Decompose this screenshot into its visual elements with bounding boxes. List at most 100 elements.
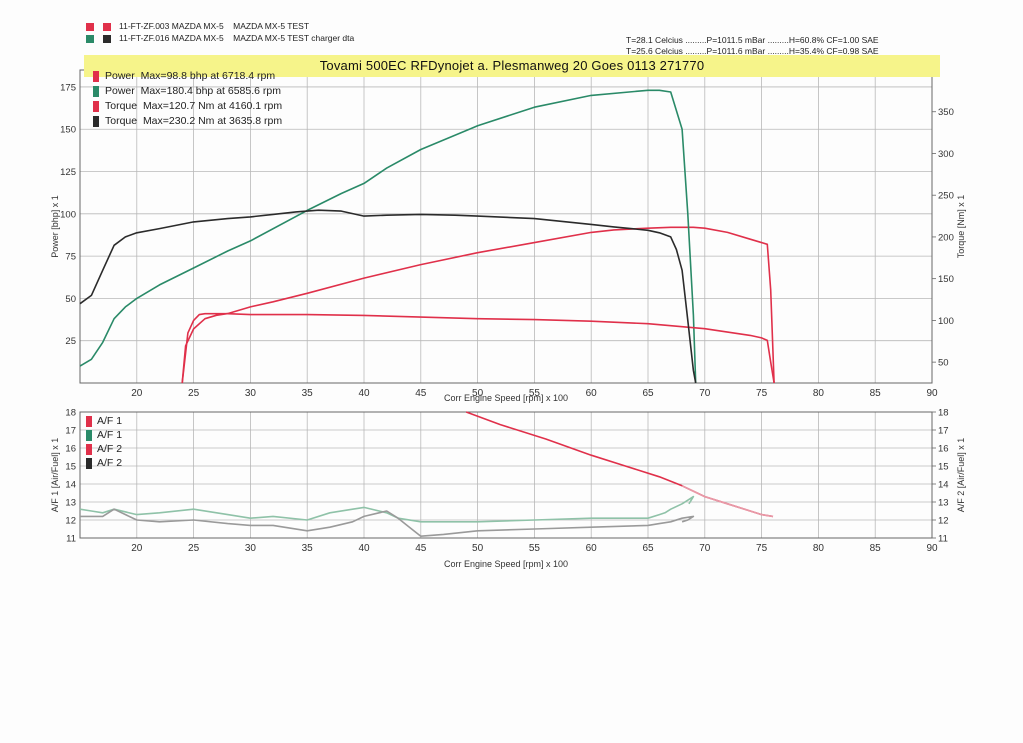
legend-af2-a: A/F 2 <box>97 443 123 455</box>
legend-swatch-torque-1 <box>93 101 99 112</box>
bottom-xtick-label-7: 55 <box>529 543 541 554</box>
top-y2tick-label-5: 300 <box>938 149 954 160</box>
top-y2tick-label-4: 250 <box>938 191 954 202</box>
bottom-xtick-label-11: 75 <box>756 543 768 554</box>
top-y2-axis-label: Torque [Nm] x 1 <box>956 195 966 259</box>
bottom-y2tick-label-1: 12 <box>938 516 949 527</box>
top-ytick-label-3: 100 <box>60 209 76 220</box>
bottom-y2tick-label-6: 17 <box>938 426 949 437</box>
legend-swatch-af1-a <box>86 416 92 427</box>
bottom-ytick-label-5: 16 <box>65 444 76 455</box>
bottom-plot-frame <box>79 411 933 539</box>
top-series-line-2 <box>181 312 775 384</box>
top-xtick-label-2: 30 <box>245 388 257 399</box>
run2-swatch-b <box>103 35 111 43</box>
top-xtick-label-5: 45 <box>415 388 427 399</box>
top-y2tick-label-6: 350 <box>938 107 954 118</box>
bottom-y2tick-label-4: 15 <box>938 462 949 473</box>
top-xtick-label-11: 75 <box>756 388 768 399</box>
bottom-xtick-label-4: 40 <box>358 543 370 554</box>
legend-power-2: Power Max=180.4 bhp at 6585.6 rpm <box>105 85 281 97</box>
bottom-xtick-label-6: 50 <box>472 543 484 554</box>
bottom-series-line-2 <box>681 485 774 518</box>
top-xtick-label-12: 80 <box>813 388 825 399</box>
shop-banner: Tovami 500EC RFDynojet a. Plesmanweg 20 … <box>84 55 940 77</box>
top-x-axis-label: Corr Engine Speed [rpm] x 100 <box>444 393 568 403</box>
bottom-ytick-label-0: 11 <box>66 534 76 545</box>
top-xtick-label-6: 50 <box>472 388 484 399</box>
legend-af1-b: A/F 1 <box>97 429 123 441</box>
legend-swatch-power-2 <box>93 86 99 97</box>
bottom-x-axis-label: Corr Engine Speed [rpm] x 100 <box>444 559 568 569</box>
bottom-ytick-label-7: 18 <box>65 408 76 419</box>
top-ytick-label-1: 50 <box>65 294 76 305</box>
top-xtick-label-4: 40 <box>358 388 370 399</box>
bottom-y-axis-label: A/F 1 [Air/Fuel] x 1 <box>50 438 60 513</box>
legend-swatch-torque-2 <box>93 116 99 127</box>
top-y2tick-label-3: 200 <box>938 232 954 243</box>
top-y-axis-label: Power [bhp] x 1 <box>50 195 60 258</box>
top-xtick-label-14: 90 <box>926 388 938 399</box>
top-xtick-label-3: 35 <box>302 388 314 399</box>
bottom-series-line-0 <box>465 411 774 518</box>
bottom-y2tick-label-2: 13 <box>938 498 949 509</box>
legend-torque-2: Torque Max=230.2 Nm at 3635.8 rpm <box>105 115 283 127</box>
legend-power-1: Power Max=98.8 bhp at 6718.4 rpm <box>105 70 276 82</box>
legend-swatch-af2-a <box>86 444 92 455</box>
run1-label: 11-FT-ZF.003 MAZDA MX-5 MAZDA MX-5 TEST <box>119 21 310 31</box>
bottom-xtick-label-13: 85 <box>870 543 882 554</box>
top-xtick-label-10: 70 <box>699 388 711 399</box>
legend-swatch-af2-b <box>86 458 92 469</box>
bottom-y2tick-label-7: 18 <box>938 408 949 419</box>
top-xtick-label-9: 65 <box>642 388 654 399</box>
bottom-ytick-label-4: 15 <box>65 462 76 473</box>
bottom-xtick-label-8: 60 <box>586 543 598 554</box>
top-y2tick-label-1: 100 <box>938 316 954 327</box>
run2-swatch-a <box>86 35 94 43</box>
top-series-line-0 <box>181 226 775 384</box>
bottom-series-line-3 <box>80 508 695 538</box>
top-y2tick-label-0: 50 <box>938 358 949 369</box>
bottom-y2tick-label-3: 14 <box>938 480 949 491</box>
bottom-y2tick-label-0: 11 <box>938 534 948 545</box>
bottom-xtick-label-2: 30 <box>245 543 257 554</box>
conditions-line-2: T=25.6 Celcius .........P=1011.6 mBar ..… <box>626 46 879 56</box>
top-xtick-label-7: 55 <box>529 388 541 399</box>
bottom-xtick-label-12: 80 <box>813 543 825 554</box>
bottom-xtick-label-10: 70 <box>699 543 711 554</box>
bottom-xtick-label-1: 25 <box>188 543 200 554</box>
top-ytick-label-5: 150 <box>60 125 76 136</box>
legend-af1-a: A/F 1 <box>97 415 123 427</box>
legend-swatch-power-1 <box>93 71 99 82</box>
bottom-y2-axis-label: A/F 2 [Air/Fuel] x 1 <box>956 438 966 513</box>
run1-swatch-b <box>103 23 111 31</box>
run1-swatch-a <box>86 23 94 31</box>
bottom-ytick-label-1: 12 <box>65 516 76 527</box>
bottom-ytick-label-6: 17 <box>65 426 76 437</box>
top-xtick-label-8: 60 <box>586 388 598 399</box>
top-xtick-label-0: 20 <box>131 388 143 399</box>
bottom-xtick-label-0: 20 <box>131 543 143 554</box>
top-xtick-label-1: 25 <box>188 388 200 399</box>
top-ytick-label-4: 125 <box>60 167 76 178</box>
power-torque-panel: 20 25 30 35 40 45 50 55 60 65 70 75 80 85 90 25 50 75 100 1… <box>50 69 966 403</box>
conditions-line-1: T=28.1 Celcius .........P=1011.5 mBar ..… <box>626 35 879 45</box>
run2-label: 11-FT-ZF.016 MAZDA MX-5 MAZDA MX-5 TEST … <box>119 33 355 43</box>
air-fuel-panel: 20 25 30 35 40 45 50 55 60 65 70 75 80 85 901112131415… <box>50 408 966 570</box>
bottom-y2tick-label-5: 16 <box>938 444 949 455</box>
bottom-ytick-label-3: 14 <box>65 480 76 491</box>
bottom-xtick-label-14: 90 <box>926 543 938 554</box>
legend-torque-1: Torque Max=120.7 Nm at 4160.1 rpm <box>105 100 283 112</box>
bottom-xtick-label-9: 65 <box>642 543 654 554</box>
bottom-xtick-label-3: 35 <box>302 543 314 554</box>
bottom-series-line-1 <box>79 495 695 523</box>
top-y2tick-label-2: 150 <box>938 274 954 285</box>
top-ytick-label-2: 75 <box>65 252 76 263</box>
legend-swatch-af1-b <box>86 430 92 441</box>
legend-af2-b: A/F 2 <box>97 457 123 469</box>
top-xtick-label-13: 85 <box>870 388 882 399</box>
top-ytick-label-6: 175 <box>60 82 76 93</box>
top-ytick-label-0: 25 <box>65 336 76 347</box>
bottom-ytick-label-2: 13 <box>65 498 76 509</box>
